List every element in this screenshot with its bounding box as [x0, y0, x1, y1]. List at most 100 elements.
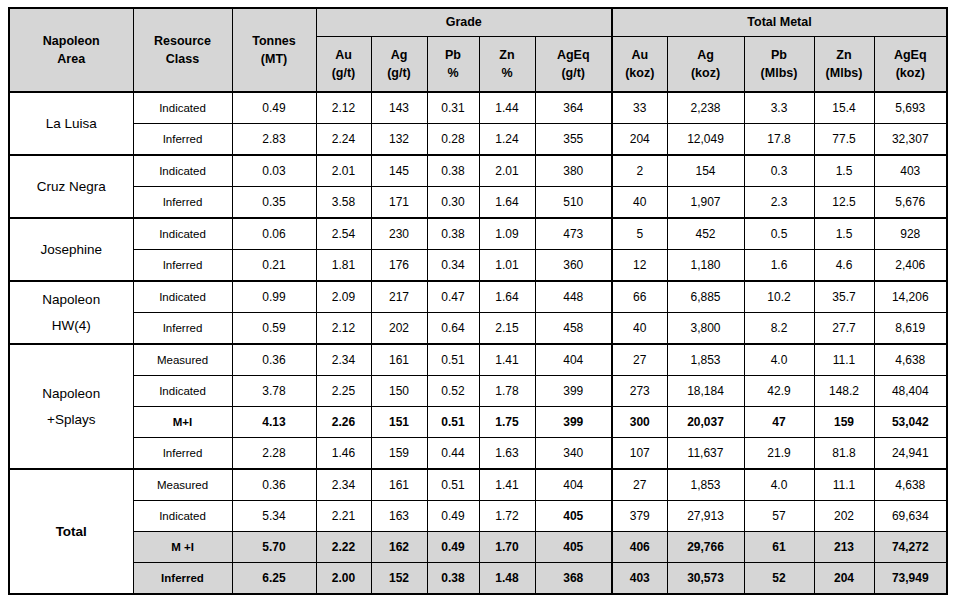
value-cell: 4.6 — [814, 250, 874, 282]
value-cell: 4.13 — [232, 407, 316, 438]
area-label: Napoleon +Splays — [9, 344, 133, 469]
value-cell: 2.34 — [316, 469, 371, 501]
area-label: La Luisa — [9, 92, 133, 155]
value-cell: 143 — [371, 92, 427, 124]
header-napoleon-area: Napoleon Area — [9, 8, 133, 92]
value-cell: 0.49 — [427, 532, 479, 563]
value-cell: 2,406 — [874, 250, 947, 282]
value-cell: 2.00 — [316, 563, 371, 595]
value-cell: 2.3 — [744, 187, 814, 219]
value-cell: 217 — [371, 281, 427, 313]
value-cell: 150 — [371, 376, 427, 407]
value-cell: 0.47 — [427, 281, 479, 313]
value-cell: 1,180 — [667, 250, 744, 282]
value-cell: 4,638 — [874, 344, 947, 376]
value-cell: 0.03 — [232, 155, 316, 187]
table-row: La LuisaIndicated0.492.121430.311.443643… — [9, 92, 947, 124]
resource-class-cell: Indicated — [133, 281, 232, 313]
value-cell: 8.2 — [744, 313, 814, 345]
header-pb-metal: Pb (Mlbs) — [744, 37, 814, 93]
value-cell: 1.44 — [479, 92, 535, 124]
value-cell: 57 — [744, 501, 814, 532]
value-cell: 300 — [612, 407, 667, 438]
value-cell: 0.36 — [232, 344, 316, 376]
value-cell: 33 — [612, 92, 667, 124]
value-cell: 2.26 — [316, 407, 371, 438]
page: Napoleon Area Resource Class Tonnes (MT)… — [0, 0, 954, 598]
value-cell: 2.83 — [232, 124, 316, 156]
value-cell: 379 — [612, 501, 667, 532]
value-cell: 1,853 — [667, 344, 744, 376]
value-cell: 152 — [371, 563, 427, 595]
value-cell: 52 — [744, 563, 814, 595]
value-cell: 0.51 — [427, 407, 479, 438]
value-cell: 0.52 — [427, 376, 479, 407]
value-cell: 2.24 — [316, 124, 371, 156]
value-cell: 1.24 — [479, 124, 535, 156]
value-cell: 1.70 — [479, 532, 535, 563]
value-cell: 0.35 — [232, 187, 316, 219]
value-cell: 0.31 — [427, 92, 479, 124]
value-cell: 4.0 — [744, 469, 814, 501]
table-row: Inferred6.252.001520.381.4836840330,5735… — [9, 563, 947, 595]
value-cell: 3.3 — [744, 92, 814, 124]
value-cell: 0.59 — [232, 313, 316, 345]
value-cell: 15.4 — [814, 92, 874, 124]
value-cell: 0.06 — [232, 218, 316, 250]
value-cell: 107 — [612, 438, 667, 470]
value-cell: 3.78 — [232, 376, 316, 407]
value-cell: 0.38 — [427, 563, 479, 595]
value-cell: 29,766 — [667, 532, 744, 563]
value-cell: 448 — [535, 281, 612, 313]
resource-class-cell: Inferred — [133, 563, 232, 595]
header-zn-grade: Zn % — [479, 37, 535, 93]
header-au-grade: Au (g/t) — [316, 37, 371, 93]
value-cell: 2.54 — [316, 218, 371, 250]
resource-class-cell: Indicated — [133, 376, 232, 407]
header-tonnes: Tonnes (MT) — [232, 8, 316, 92]
table-row: JosephineIndicated0.062.542300.381.09473… — [9, 218, 947, 250]
header-zn-metal: Zn (Mlbs) — [814, 37, 874, 93]
value-cell: 202 — [371, 313, 427, 345]
value-cell: 405 — [535, 532, 612, 563]
value-cell: 132 — [371, 124, 427, 156]
value-cell: 355 — [535, 124, 612, 156]
resource-class-cell: Indicated — [133, 92, 232, 124]
value-cell: 2 — [612, 155, 667, 187]
value-cell: 399 — [535, 376, 612, 407]
value-cell: 0.3 — [744, 155, 814, 187]
header-grade-group: Grade — [316, 8, 612, 37]
value-cell: 14,206 — [874, 281, 947, 313]
value-cell: 69,634 — [874, 501, 947, 532]
resource-class-cell: M+I — [133, 407, 232, 438]
value-cell: 0.28 — [427, 124, 479, 156]
value-cell: 27 — [612, 344, 667, 376]
value-cell: 73,949 — [874, 563, 947, 595]
value-cell: 202 — [814, 501, 874, 532]
value-cell: 145 — [371, 155, 427, 187]
value-cell: 81.8 — [814, 438, 874, 470]
resource-class-cell: Inferred — [133, 124, 232, 156]
value-cell: 6.25 — [232, 563, 316, 595]
value-cell: 1.46 — [316, 438, 371, 470]
value-cell: 161 — [371, 344, 427, 376]
table-row: Indicated5.342.211630.491.7240537927,913… — [9, 501, 947, 532]
value-cell: 1.75 — [479, 407, 535, 438]
value-cell: 154 — [667, 155, 744, 187]
value-cell: 1.81 — [316, 250, 371, 282]
table-header: Napoleon Area Resource Class Tonnes (MT)… — [9, 8, 947, 92]
value-cell: 11.1 — [814, 344, 874, 376]
header-ag-grade: Ag (g/t) — [371, 37, 427, 93]
value-cell: 473 — [535, 218, 612, 250]
value-cell: 61 — [744, 532, 814, 563]
value-cell: 204 — [612, 124, 667, 156]
value-cell: 1.48 — [479, 563, 535, 595]
table-row: TotalMeasured0.362.341610.511.41404271,8… — [9, 469, 947, 501]
value-cell: 159 — [371, 438, 427, 470]
value-cell: 0.38 — [427, 218, 479, 250]
value-cell: 1.41 — [479, 344, 535, 376]
resource-class-cell: Measured — [133, 469, 232, 501]
value-cell: 452 — [667, 218, 744, 250]
value-cell: 42.9 — [744, 376, 814, 407]
value-cell: 171 — [371, 187, 427, 219]
